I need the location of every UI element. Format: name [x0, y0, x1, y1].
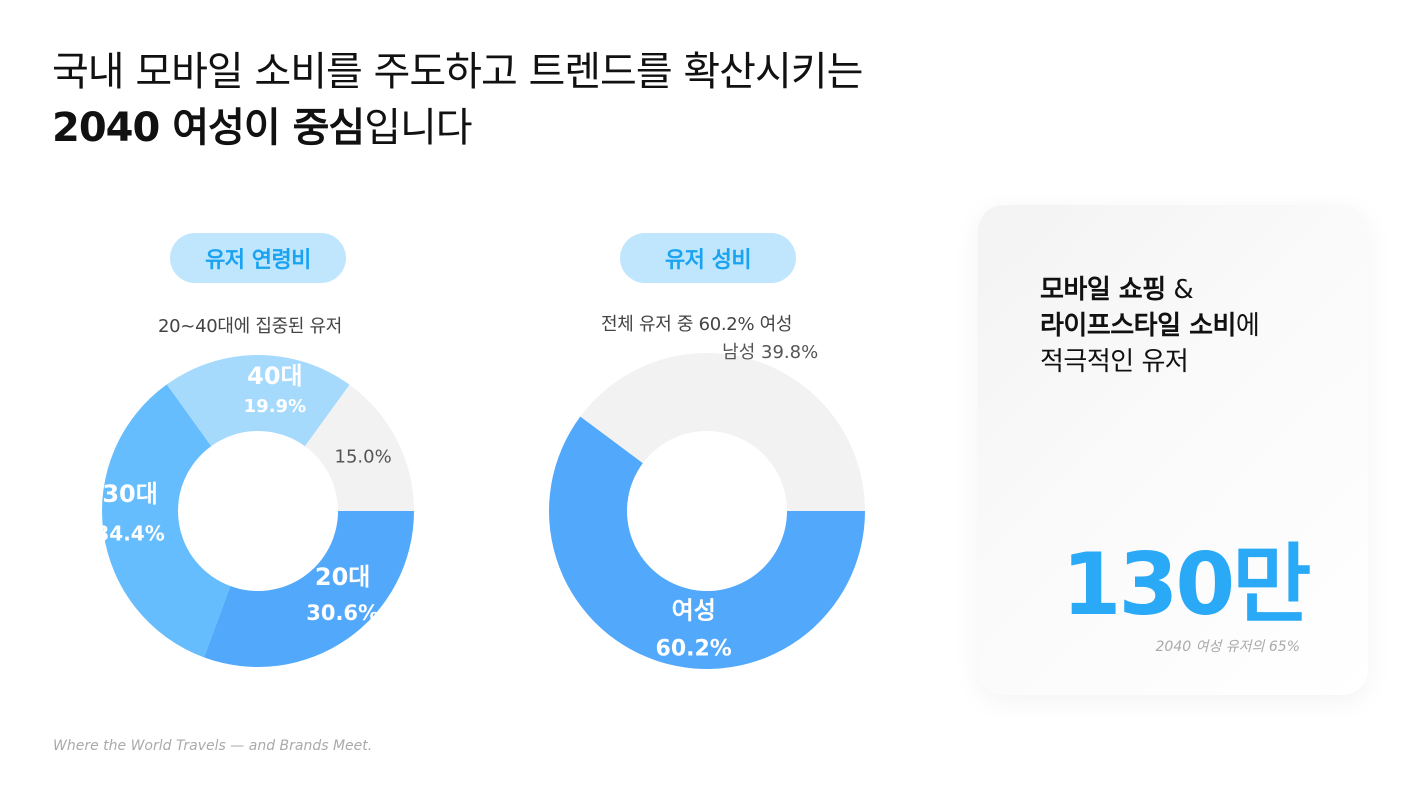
age-donut-chart: 20대 30.6% 30대 34.4% 40대 19.9% 15.0% [95, 355, 414, 667]
gender-svg-label-name-0: 여성 [672, 596, 716, 624]
age-ratio-pill: 유저 연령비 [170, 233, 346, 283]
card-line-3: 적극적인 유저 [1040, 347, 1189, 377]
age-svg-label-value-1: 34.4% [95, 521, 164, 545]
age-svg-slice-2 [166, 355, 350, 447]
card-line-1: 모바일 쇼핑 & [1040, 272, 1259, 308]
headline-emphasis: 2040 여성이 중심 [52, 105, 365, 151]
card-line-2-rest: 에 [1235, 311, 1260, 341]
gender-ratio-pill: 유저 성비 [620, 233, 796, 283]
card-description: 모바일 쇼핑 & 라이프스타일 소비에 적극적인 유저 [1040, 272, 1260, 380]
gender-donut-svg: 여성 60.2% 남성 39.8% [549, 342, 865, 669]
gender-svg-slice-1 [580, 353, 865, 511]
headline-line-1: 국내 모바일 소비를 주도하고 트렌드를 확산시키는 [52, 49, 863, 95]
age-ratio-subtitle: 20~40대에 집중된 유저 [158, 316, 343, 337]
age-svg-label-name-0: 20대 [315, 563, 370, 591]
age-svg-label-value-3: 15.0% [335, 446, 392, 467]
age-svg-label-value-2: 19.9% [244, 396, 306, 417]
card-line-1-bold: 모바일 쇼핑 [1040, 275, 1166, 305]
age-svg-label-name-2: 40대 [247, 362, 302, 390]
gender-ratio-subtitle: 전체 유저 중 60.2% 여성 [601, 314, 793, 335]
card-line-2-bold: 라이프스타일 소비 [1040, 311, 1236, 341]
age-svg-slice-0 [203, 511, 414, 667]
headline-suffix: 입니다 [364, 105, 472, 151]
age-svg-slice-1 [102, 384, 231, 658]
stats-card [978, 205, 1368, 695]
card-line-2: 라이프스타일 소비에 [1040, 308, 1260, 344]
gender-svg-slice-0 [549, 416, 865, 669]
headline-line-2: 2040 여성이 중심입니다 [52, 100, 862, 156]
card-line-1-rest: & [1165, 275, 1194, 305]
age-svg-slice-3 [304, 384, 414, 511]
age-donut-svg: 20대 30.6% 30대 34.4% 40대 19.9% 15.0% [95, 355, 414, 667]
gender-svg-label-value-1: 남성 39.8% [722, 342, 818, 363]
gender-donut-chart: 여성 60.2% 남성 39.8% [549, 342, 865, 669]
big-user-caption: 2040 여성 유저의 65% [1155, 639, 1301, 655]
age-svg-label-value-0: 30.6% [306, 601, 379, 625]
gender-svg-label-value-0: 60.2% [656, 636, 732, 661]
big-user-count: 130만 [1061, 535, 1312, 635]
age-svg-label-name-1: 30대 [102, 480, 157, 508]
footer-tagline: Where the World Travels — and Brands Mee… [53, 738, 373, 754]
page-headline: 국내 모바일 소비를 주도하고 트렌드를 확산시키는 2040 여성이 중심입니… [52, 44, 863, 156]
